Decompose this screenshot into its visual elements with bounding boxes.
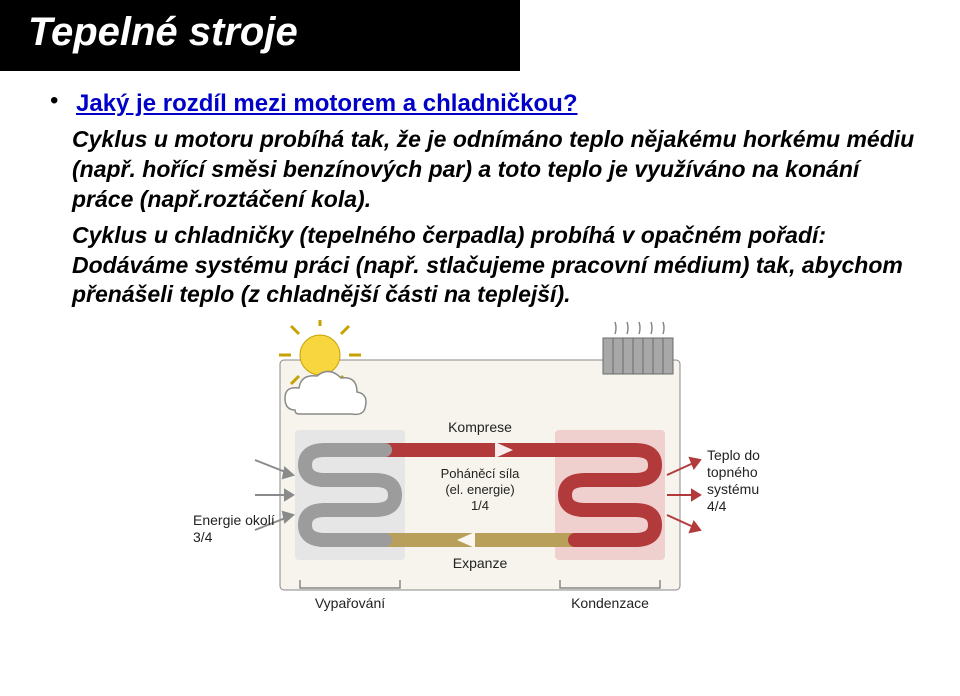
diagram-svg: Komprese Poháněcí síla (el. energie) 1/4… <box>185 320 785 620</box>
content-area: Jaký je rozdíl mezi motorem a chladničko… <box>0 71 960 620</box>
label-teplo-1: Teplo do <box>707 447 760 463</box>
question-text: Jaký je rozdíl mezi motorem a chladničko… <box>76 90 577 117</box>
label-expanze: Expanze <box>453 555 508 571</box>
label-vyparovani: Vypařování <box>315 595 385 611</box>
label-teplo-2: topného <box>707 464 758 480</box>
label-komprese: Komprese <box>448 419 512 435</box>
label-kondenzace: Kondenzace <box>571 595 649 611</box>
paragraph-2: Cyklus u chladničky (tepelného čerpadla)… <box>50 221 920 311</box>
bullet-list: Jaký je rozdíl mezi motorem a chladničko… <box>50 89 920 119</box>
page-title: Tepelné stroje <box>28 10 492 55</box>
label-pohaneci-1: Poháněcí síla <box>441 466 521 481</box>
label-teplo-4: 4/4 <box>707 498 727 514</box>
label-teplo-3: systému <box>707 481 759 497</box>
label-pohaneci-3: 1/4 <box>471 498 489 513</box>
bullet-item: Jaký je rozdíl mezi motorem a chladničko… <box>50 89 920 119</box>
label-energie-1: Energie okolí <box>193 512 275 528</box>
paragraph-1: Cyklus u motoru probíhá tak, že je odním… <box>50 125 920 215</box>
label-energie-2: 3/4 <box>193 529 213 545</box>
radiator-icon <box>603 322 673 374</box>
heat-pump-diagram: Komprese Poháněcí síla (el. energie) 1/4… <box>185 320 785 620</box>
title-bar: Tepelné stroje <box>0 0 520 71</box>
label-pohaneci-2: (el. energie) <box>445 482 514 497</box>
